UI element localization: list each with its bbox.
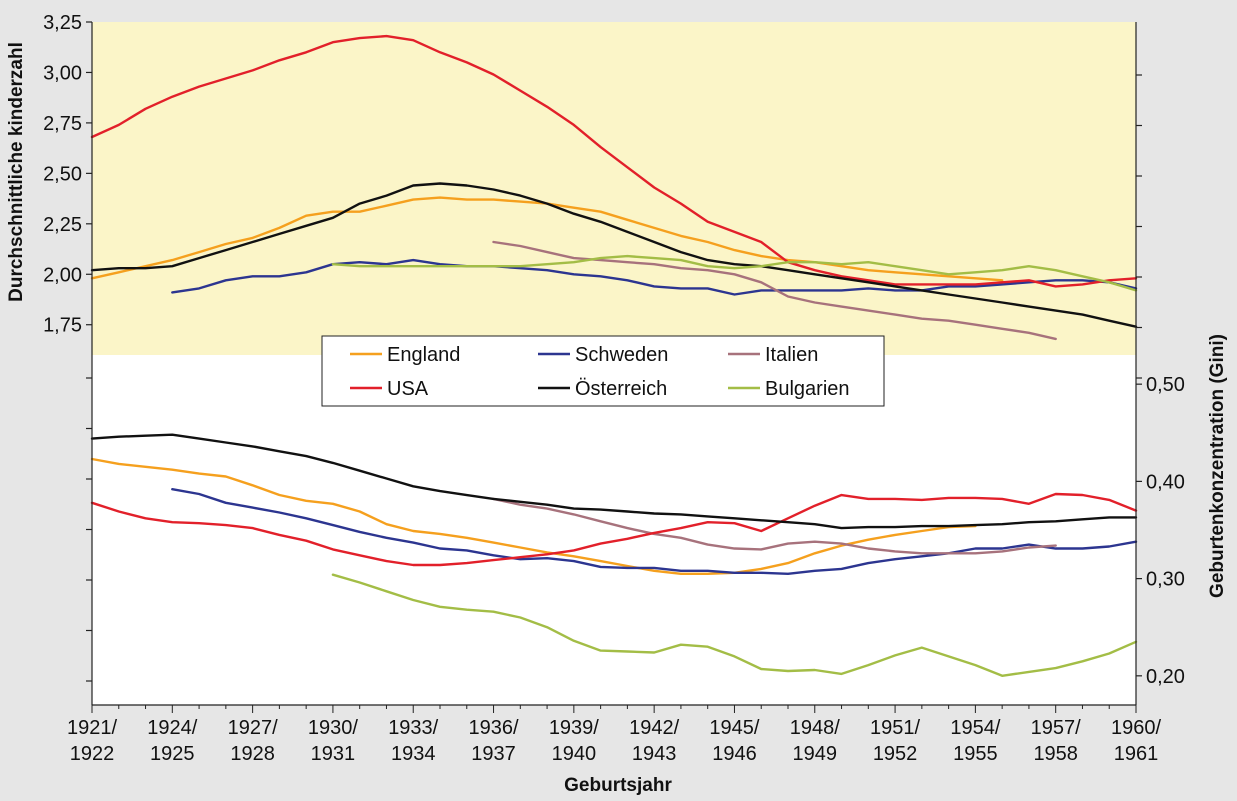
legend: England Schweden Italien USA Österreich Bulga… bbox=[321, 335, 885, 407]
x-tick-label-line1: 1936/ bbox=[469, 717, 519, 739]
y-right-tick-label: 0,50 bbox=[1146, 374, 1185, 396]
x-tick-label-line1: 1954/ bbox=[950, 717, 1000, 739]
y-left-tick-label: 3,25 bbox=[43, 12, 82, 34]
x-tick-label-line1: 1939/ bbox=[549, 717, 599, 739]
x-tick-label-line2: 1934 bbox=[391, 743, 436, 765]
x-tick-label-line1: 1948/ bbox=[790, 717, 840, 739]
series-line-usa-left bbox=[90, 34, 1138, 288]
legend-label: Österreich bbox=[575, 378, 667, 400]
x-tick-label-line2: 1955 bbox=[953, 743, 998, 765]
x-tick-label-line1: 1957/ bbox=[1031, 717, 1081, 739]
y-left-tick-label: 2,25 bbox=[43, 214, 82, 236]
x-tick-label-line2: 1931 bbox=[311, 743, 356, 765]
legend-label: Italien bbox=[765, 344, 818, 366]
y-right-tick-label: 0,30 bbox=[1146, 569, 1185, 591]
series-line-schweden-right bbox=[171, 488, 1138, 575]
upper-panel-background bbox=[92, 22, 1136, 355]
x-tick-label-line2: 1946 bbox=[712, 743, 757, 765]
x-tick-label-line1: 1933/ bbox=[388, 717, 438, 739]
x-tick-label-line2: 1925 bbox=[150, 743, 195, 765]
x-tick-label-line2: 1937 bbox=[471, 743, 516, 765]
legend-label: Schweden bbox=[575, 344, 668, 366]
x-tick-label-line1: 1927/ bbox=[228, 717, 278, 739]
x-tick-label-line2: 1943 bbox=[632, 743, 677, 765]
x-tick-label-line1: 1951/ bbox=[870, 717, 920, 739]
x-tick-label-line2: 1958 bbox=[1033, 743, 1078, 765]
x-tick-label-line1: 1924/ bbox=[147, 717, 197, 739]
x-axis-title: Geburtsjahr bbox=[564, 775, 672, 796]
y-left-tick-label: 2,00 bbox=[43, 264, 82, 286]
x-tick-label-line1: 1960/ bbox=[1111, 717, 1161, 739]
x-tick-label-line1: 1945/ bbox=[709, 717, 759, 739]
legend-label: England bbox=[387, 344, 460, 366]
y-axis-right-title: Geburtenkonzentration (Gini) bbox=[1207, 334, 1228, 598]
series-line-oesterreich-right bbox=[90, 433, 1138, 530]
series-line-oesterreich-left bbox=[90, 182, 1138, 328]
x-tick-label-line1: 1930/ bbox=[308, 717, 358, 739]
series-line-england-right bbox=[90, 457, 977, 575]
y-right-tick-label: 0,40 bbox=[1146, 471, 1185, 493]
series-line-bulgarien-left bbox=[331, 254, 1138, 292]
x-tick-label-line2: 1940 bbox=[552, 743, 597, 765]
series-line-bulgarien-right bbox=[331, 573, 1138, 677]
x-tick-label-line1: 1942/ bbox=[629, 717, 679, 739]
y-axis-left-title: Durchschnittliche kinderzahl bbox=[6, 42, 27, 302]
y-left-tick-label: 3,00 bbox=[43, 62, 82, 84]
x-tick-label-line2: 1949 bbox=[793, 743, 838, 765]
axes-layer: 1,75 2,00 2,25 2,50 2,75 3,00 3,25 0,20 0,30 0,40… bbox=[43, 12, 1185, 765]
legend-label: Bulgarien bbox=[765, 378, 850, 400]
x-tick-label-line2: 1952 bbox=[873, 743, 918, 765]
y-left-tick-label: 2,50 bbox=[43, 163, 82, 185]
series-line-usa-right bbox=[90, 492, 1138, 567]
x-tick-label-line1: 1921/ bbox=[67, 717, 117, 739]
y-left-tick-label: 2,75 bbox=[43, 113, 82, 135]
legend-label: USA bbox=[387, 378, 429, 400]
x-tick-label-line2: 1922 bbox=[70, 743, 115, 765]
series-line-italien-right bbox=[492, 497, 1057, 555]
series-layer bbox=[90, 34, 1138, 677]
y-right-tick-label: 0,20 bbox=[1146, 666, 1185, 688]
legend-box bbox=[321, 335, 885, 407]
y-left-tick-label: 1,75 bbox=[43, 315, 82, 337]
x-tick-label-line2: 1928 bbox=[230, 743, 275, 765]
x-tick-label-line2: 1961 bbox=[1114, 743, 1159, 765]
